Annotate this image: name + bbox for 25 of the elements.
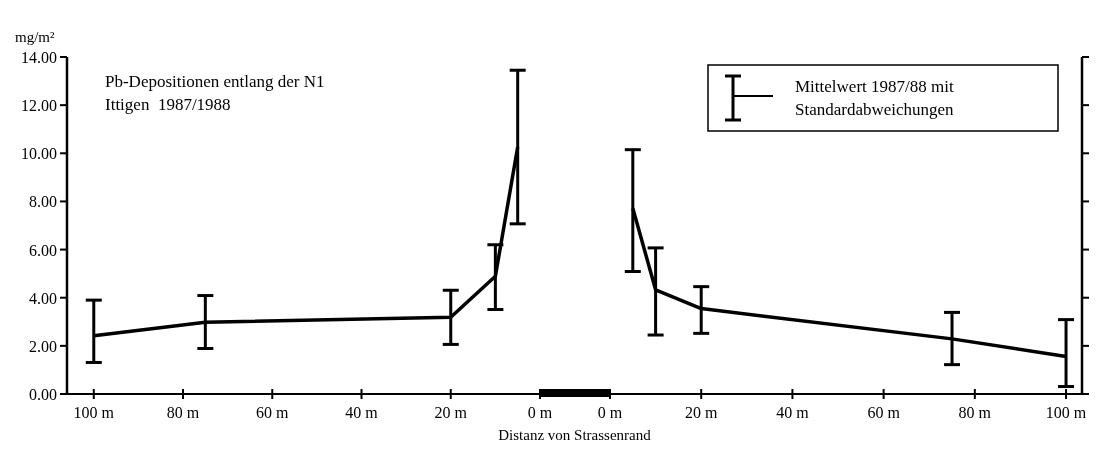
y-tick-label: 10.00 (21, 145, 57, 163)
x-tick-label: 80 m (166, 404, 200, 421)
x-tick-label: 60 m (256, 404, 290, 421)
y-tick-label: 12.00 (21, 97, 57, 115)
y-tick-label: 2.00 (29, 337, 57, 355)
x-tick-label: 80 m (958, 404, 992, 421)
text: Pb-Depositionen entlang der N1 (105, 72, 325, 91)
x-tick-label: 20 m (684, 404, 718, 421)
x-axis-title: Distanz von Strassenrand (498, 427, 652, 443)
x-tick-label: 40 m (345, 404, 379, 421)
x-tick-label: 20 m (434, 404, 468, 421)
x-tick-label: 40 m (776, 404, 810, 421)
y-tick-label: 8.00 (29, 193, 57, 211)
x-tick-label: 100 m (1045, 404, 1087, 421)
x-tick-label: 0 m (597, 404, 623, 421)
y-tick-label: 14.00 (21, 49, 57, 66)
text: Ittigen 1987/1988 (105, 95, 231, 114)
y-tick-label: 0.00 (29, 386, 57, 403)
x-tick-label: 60 m (867, 404, 901, 421)
legend-label: Mittelwert 1987/88 mit Standardabweichungen (795, 77, 955, 119)
y-tick-label: 6.00 (29, 241, 57, 259)
y-axis-title: mg/m² (15, 29, 55, 45)
y-tick-label: 4.00 (29, 289, 57, 307)
x-tick-label: 0 m (527, 404, 553, 421)
x-tick-label: 100 m (73, 404, 115, 421)
